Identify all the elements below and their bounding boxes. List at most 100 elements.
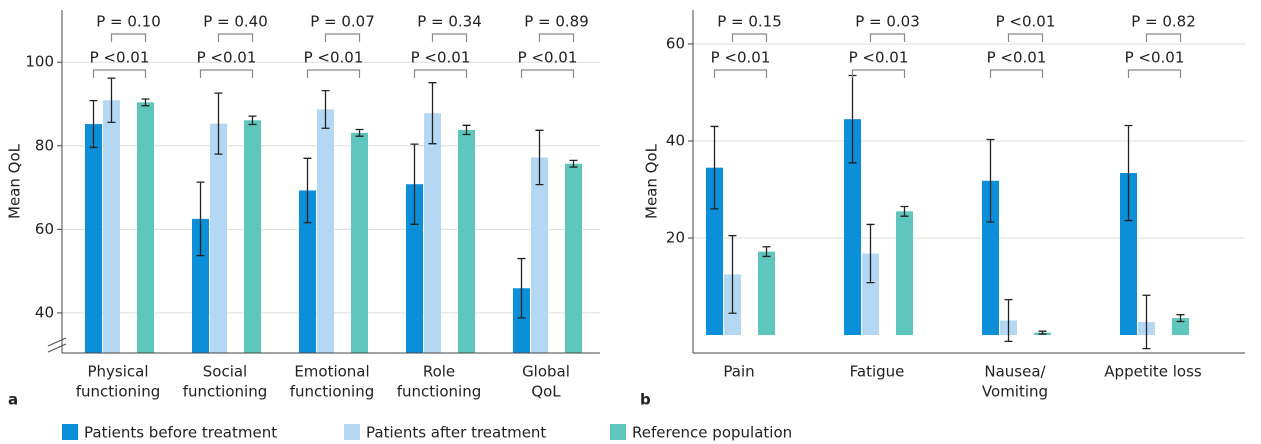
- p-value-label: P = 0.34: [417, 13, 482, 31]
- x-tick-label: Appetite loss: [1104, 363, 1202, 381]
- error-bar: [196, 181, 205, 257]
- bracket: [538, 33, 575, 42]
- bracket: [1145, 33, 1182, 42]
- bar: [513, 288, 530, 353]
- p-value-label: P <0.01: [90, 49, 150, 67]
- bracket: [413, 69, 468, 78]
- bracket: [199, 69, 254, 78]
- error-bar: [462, 124, 471, 136]
- error-bar: [866, 223, 875, 284]
- bracket: [713, 69, 768, 78]
- bracket: [306, 69, 361, 78]
- x-tick-label: Role: [423, 363, 455, 381]
- bar: [758, 251, 775, 336]
- legend-label: Patients before treatment: [84, 424, 277, 442]
- bracket: [324, 33, 361, 42]
- error-bar: [141, 98, 150, 107]
- p-value-label: P = 0.82: [1131, 13, 1196, 31]
- axis-break: [47, 337, 67, 353]
- p-value-label: P <0.01: [411, 49, 471, 67]
- p-value-label: P <0.01: [1125, 49, 1185, 67]
- bracket: [110, 33, 147, 42]
- error-bar: [410, 143, 419, 225]
- error-bar: [1004, 298, 1013, 343]
- bar: [982, 180, 999, 336]
- bar: [1172, 318, 1189, 336]
- bar: [137, 102, 154, 354]
- error-bar: [89, 100, 98, 149]
- error-bar: [900, 205, 909, 217]
- bar: [458, 129, 475, 353]
- y-tick-label: 100: [25, 53, 54, 71]
- p-value-label: P <0.01: [987, 49, 1047, 67]
- panel-label: a: [8, 391, 18, 409]
- bracket: [869, 33, 906, 42]
- bar: [424, 113, 441, 354]
- bar: [244, 120, 261, 353]
- legend-label: Patients after treatment: [366, 424, 546, 442]
- bar: [192, 218, 209, 353]
- error-bar: [428, 82, 437, 145]
- x-tick-label: Global: [522, 363, 570, 381]
- bar: [210, 123, 227, 354]
- x-tick-label: functioning: [290, 383, 374, 401]
- error-bar: [710, 125, 719, 210]
- x-tick-label: Social: [203, 363, 247, 381]
- x-tick-label: functioning: [76, 383, 160, 401]
- error-bar: [1124, 124, 1133, 222]
- bracket: [731, 33, 768, 42]
- error-bar: [986, 138, 995, 223]
- bar: [317, 109, 334, 353]
- break-line: [47, 337, 67, 347]
- x-tick-label: functioning: [397, 383, 481, 401]
- x-tick-label: Vomiting: [982, 383, 1048, 401]
- y-tick-label: 80: [35, 136, 54, 154]
- p-value-label: P <0.01: [197, 49, 257, 67]
- p-value-label: P = 0.07: [310, 13, 375, 31]
- x-tick-label: Physical: [87, 363, 148, 381]
- p-value-label: P <0.01: [518, 49, 578, 67]
- bar: [531, 157, 548, 353]
- error-bar: [214, 92, 223, 155]
- p-value-label: P = 0.10: [96, 13, 161, 31]
- legend-swatch: [610, 424, 626, 440]
- error-bar: [107, 77, 116, 124]
- error-bar: [1142, 294, 1151, 350]
- error-bar: [248, 115, 257, 126]
- y-axis-label: Mean QoL: [6, 143, 24, 219]
- error-bar: [535, 129, 544, 186]
- y-tick-label: 40: [35, 303, 54, 321]
- error-bar: [517, 257, 526, 319]
- bracket: [989, 69, 1044, 78]
- error-bar: [762, 246, 771, 258]
- bracket: [520, 69, 575, 78]
- legend-swatch: [344, 424, 360, 440]
- p-value-label: P <0.01: [304, 49, 364, 67]
- y-tick-label: 60: [35, 220, 54, 238]
- x-tick-label: QoL: [531, 383, 561, 401]
- error-bar: [1038, 330, 1047, 335]
- error-bar: [321, 89, 330, 129]
- bar: [565, 163, 582, 353]
- y-tick-label: 60: [666, 34, 685, 52]
- error-bar: [303, 157, 312, 224]
- bar: [1120, 173, 1137, 336]
- break-line: [47, 343, 67, 353]
- legend-swatch: [62, 424, 78, 440]
- bar: [351, 132, 368, 353]
- bar: [896, 211, 913, 336]
- y-axis-label: Mean QoL: [643, 143, 661, 219]
- p-value-label: P <0.01: [996, 13, 1056, 31]
- bracket: [431, 33, 468, 42]
- bar: [85, 124, 102, 353]
- legend-label: Reference population: [632, 424, 792, 442]
- bracket: [217, 33, 254, 42]
- p-value-label: P = 0.15: [717, 13, 782, 31]
- bar: [844, 119, 861, 336]
- y-tick-label: 40: [666, 131, 685, 149]
- x-tick-label: Pain: [723, 363, 754, 381]
- error-bar: [355, 128, 364, 137]
- p-value-label: P = 0.89: [524, 13, 589, 31]
- x-tick-label: Nausea/: [984, 363, 1046, 381]
